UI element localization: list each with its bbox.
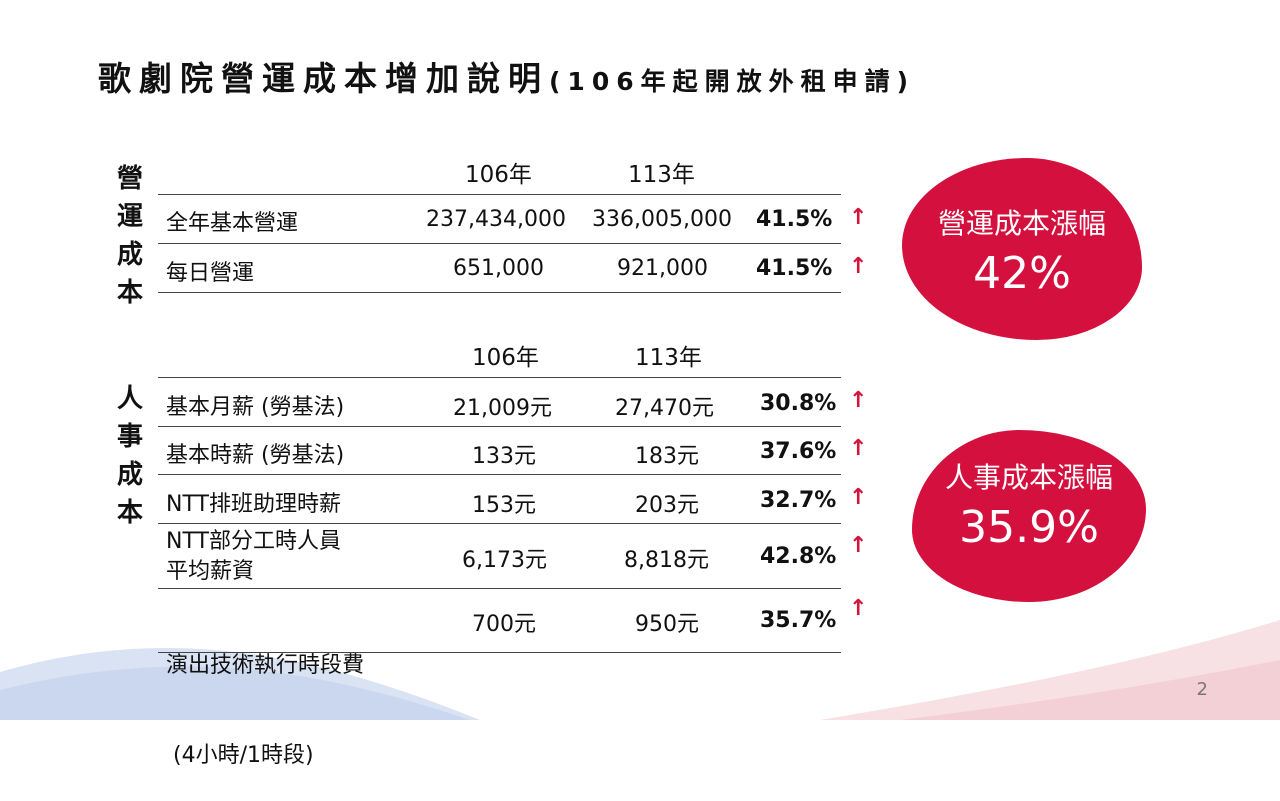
operating-increase-badge: 營運成本漲幅 42% [902,158,1142,340]
personnel-row-name: NTT部分工時人員 平均薪資 [166,527,341,587]
table-rule [158,588,841,589]
up-arrow-icon: ↑ [849,388,868,413]
personnel-row-106: 6,173元 [462,548,547,573]
personnel-row-pct: 37.6% [760,439,837,464]
table-rule [158,652,841,653]
operating-row-pct: 41.5% [756,207,833,232]
personnel-row-113: 183元 [635,444,699,469]
operating-header-113: 113年 [628,162,695,188]
table-rule [158,474,841,475]
personnel-row-106: 153元 [472,493,536,518]
personnel-badge-label: 人事成本漲幅 [944,461,1113,494]
operating-row-name: 全年基本營運 [166,211,299,236]
personnel-header-113: 113年 [635,345,702,371]
operating-row-113: 336,005,000 [592,207,732,232]
personnel-row-name: 基本時薪 (勞基法) [166,443,345,468]
personnel-row-name-line2: 平均薪資 [166,559,255,584]
operating-row-pct: 41.5% [756,256,833,281]
personnel-increase-badge: 人事成本漲幅 35.9% [912,430,1146,602]
operating-header-106: 106年 [465,162,532,188]
personnel-header-106: 106年 [472,345,539,371]
operating-row-106: 651,000 [453,256,544,281]
up-arrow-icon: ↑ [849,254,868,279]
operating-label-char: 成 [116,240,143,270]
personnel-row-113: 950元 [635,612,699,637]
up-arrow-icon: ↑ [849,205,868,230]
operating-label-char: 本 [116,278,143,308]
personnel-row-106: 700元 [472,612,536,637]
personnel-label-char: 事 [116,422,143,452]
table-rule [158,292,841,293]
up-arrow-icon: ↑ [849,533,868,558]
table-rule [158,243,841,244]
personnel-row-113: 8,818元 [624,548,709,573]
personnel-row-pct: 30.8% [760,391,837,416]
personnel-row-pct: 42.8% [760,544,837,569]
operating-row-name: 每日營運 [166,261,255,286]
personnel-row-pct: 35.7% [760,608,837,633]
personnel-row-name-line1: NTT部分工時人員 [166,529,341,554]
operating-cost-label: 營 運 成 本 [110,160,150,312]
personnel-row-name: 基本月薪 (勞基法) [166,395,345,420]
table-rule [158,194,841,195]
operating-row-106: 237,434,000 [426,207,566,232]
operating-badge-value: 42% [973,248,1071,299]
personnel-cost-label: 人 事 成 本 [110,380,150,532]
up-arrow-icon: ↑ [849,485,868,510]
personnel-row-name: NTT排班助理時薪 [166,492,341,517]
personnel-row-113: 203元 [635,493,699,518]
table-rule [158,426,841,427]
operating-badge-label: 營運成本漲幅 [937,207,1106,240]
title-sub: (106年起開放外租申請) [549,67,916,96]
title-main: 歌劇院營運成本增加說明 [98,59,549,98]
operating-label-char: 營 [116,164,143,194]
background-wave [0,620,1280,720]
personnel-row-pct: 32.7% [760,488,837,513]
personnel-row-113: 27,470元 [615,396,714,421]
page-number: 2 [1196,679,1208,700]
personnel-row-name-line1: 演出技術執行時段費 [166,653,365,678]
up-arrow-icon: ↑ [849,436,868,461]
up-arrow-icon: ↑ [849,596,868,621]
personnel-label-char: 本 [116,498,143,528]
operating-label-char: 運 [116,202,143,232]
operating-row-113: 921,000 [617,256,708,281]
personnel-row-106: 133元 [472,444,536,469]
table-rule [158,377,841,378]
page-title: 歌劇院營運成本增加說明(106年起開放外租申請) [98,52,915,100]
table-rule [158,523,841,524]
personnel-label-char: 成 [116,460,143,490]
personnel-row-name-line2: (4小時/1時段) [166,743,314,768]
personnel-row-name: 演出技術執行時段費 (4小時/1時段) [166,591,364,801]
personnel-row-106: 21,009元 [453,396,552,421]
personnel-badge-value: 35.9% [959,502,1099,553]
personnel-label-char: 人 [116,384,143,414]
